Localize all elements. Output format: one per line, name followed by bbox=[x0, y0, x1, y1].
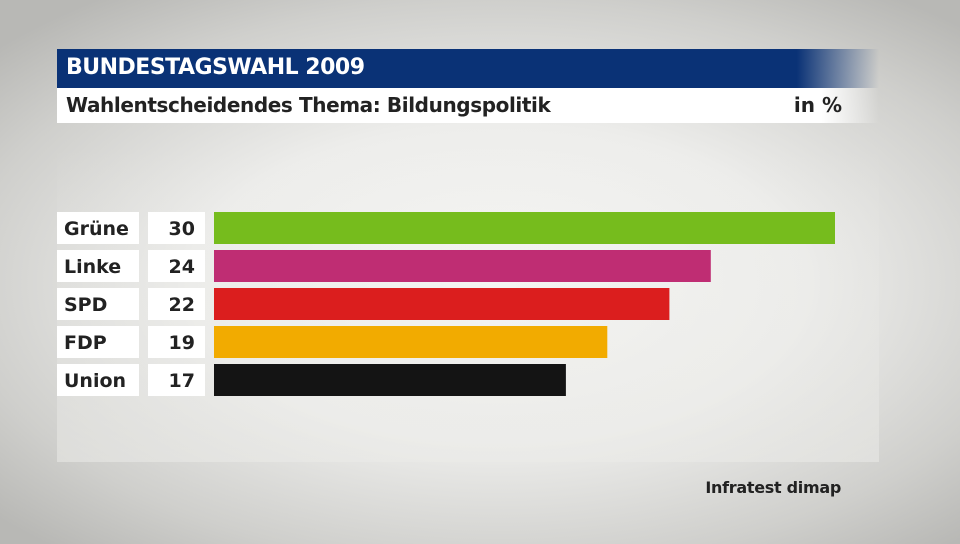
value-label-bg bbox=[148, 288, 205, 320]
value-label-bg bbox=[148, 250, 205, 282]
value-label-bg bbox=[148, 212, 205, 244]
category-label-bg bbox=[57, 288, 139, 320]
category-label: FDP bbox=[64, 332, 107, 354]
bar bbox=[214, 212, 835, 244]
category-label-bg bbox=[57, 326, 139, 358]
bar bbox=[214, 288, 670, 320]
subtitle-bar: Wahlentscheidendes Thema: Bildungspoliti… bbox=[57, 88, 879, 123]
bar bbox=[214, 250, 711, 282]
chart-unit: in % bbox=[793, 93, 842, 117]
category-label: Linke bbox=[64, 256, 121, 278]
source-label: Infratest dimap bbox=[705, 478, 841, 497]
value-label-bg bbox=[148, 364, 205, 396]
chart-subtitle: Wahlentscheidendes Thema: Bildungspoliti… bbox=[66, 93, 551, 117]
bar bbox=[214, 326, 608, 358]
value-label: 30 bbox=[169, 218, 195, 240]
value-label: 22 bbox=[169, 294, 195, 316]
category-label: Union bbox=[64, 370, 126, 392]
category-label-bg bbox=[57, 364, 139, 396]
value-label-bg bbox=[148, 326, 205, 358]
category-label: SPD bbox=[64, 294, 107, 316]
value-label: 19 bbox=[169, 332, 195, 354]
chart-header-title: BUNDESTAGSWAHL 2009 bbox=[66, 55, 365, 80]
bar bbox=[214, 364, 566, 396]
header-bar: BUNDESTAGSWAHL 2009 bbox=[57, 49, 879, 88]
value-label: 24 bbox=[169, 256, 195, 278]
category-label-bg bbox=[57, 212, 139, 244]
category-label: Grüne bbox=[64, 218, 129, 240]
category-label-bg bbox=[57, 250, 139, 282]
value-label: 17 bbox=[169, 370, 195, 392]
